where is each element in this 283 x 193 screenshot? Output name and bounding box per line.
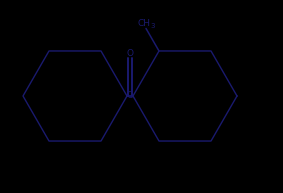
Text: 3: 3 [151,24,155,30]
Text: C: C [127,91,133,101]
Text: CH: CH [138,19,151,28]
Text: O: O [127,48,134,58]
